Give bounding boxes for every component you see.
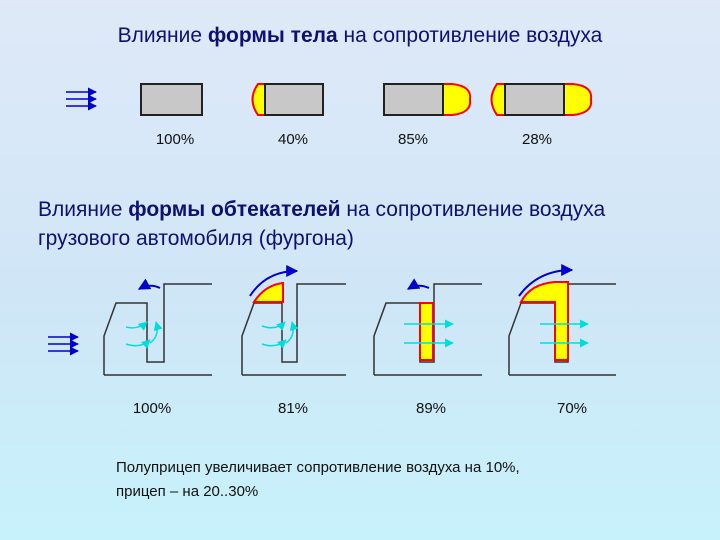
shape-rectangle: [140, 83, 203, 116]
shape-rounded-front-label: 40%: [277, 131, 309, 148]
trailer-note-line1: Полуприцеп увеличивает сопротивление воз…: [116, 459, 520, 476]
truck-gap-fairing: [373, 278, 482, 376]
airflow-arrows-top: [66, 87, 97, 111]
shape-rounded-rear-label: 85%: [397, 131, 429, 148]
shape-rectangle-label: 100%: [155, 131, 195, 148]
shape-streamlined-label: 28%: [521, 131, 553, 148]
truck-roof-deflector: [241, 265, 346, 376]
trailer-note-line2: прицеп – на 20..30%: [116, 483, 259, 500]
title-body-shape: Влияние формы тела на сопротивление возд…: [0, 24, 720, 48]
shape-streamlined: [490, 83, 593, 116]
title-body-shape-bold: формы тела: [207, 24, 338, 47]
truck-full-fairing: [508, 264, 616, 376]
title-fairing-bold: формы обтекателей: [128, 198, 341, 221]
title-body-shape-suffix: на сопротивление воздуха: [337, 24, 603, 47]
truck-no-fairing-label: 100%: [132, 400, 172, 417]
truck-gap-fairing-label: 89%: [415, 400, 447, 417]
title-fairing-suffix: на сопротивление воздуха грузового автом…: [38, 198, 606, 250]
truck-roof-deflector-label: 81%: [277, 400, 309, 417]
truck-full-fairing-label: 70%: [556, 400, 588, 417]
trailer-note: Полуприцеп увеличивает сопротивление воз…: [116, 456, 676, 504]
title-fairing-prefix: Влияние: [38, 198, 129, 221]
title-fairing-shape: Влияние формы обтекателей на сопротивлен…: [38, 195, 698, 253]
title-body-shape-prefix: Влияние: [117, 24, 208, 47]
airflow-arrows-bottom: [48, 332, 79, 356]
shape-rounded-front: [251, 83, 324, 116]
truck-no-fairing: [103, 278, 212, 376]
shape-rounded-rear: [383, 83, 472, 116]
